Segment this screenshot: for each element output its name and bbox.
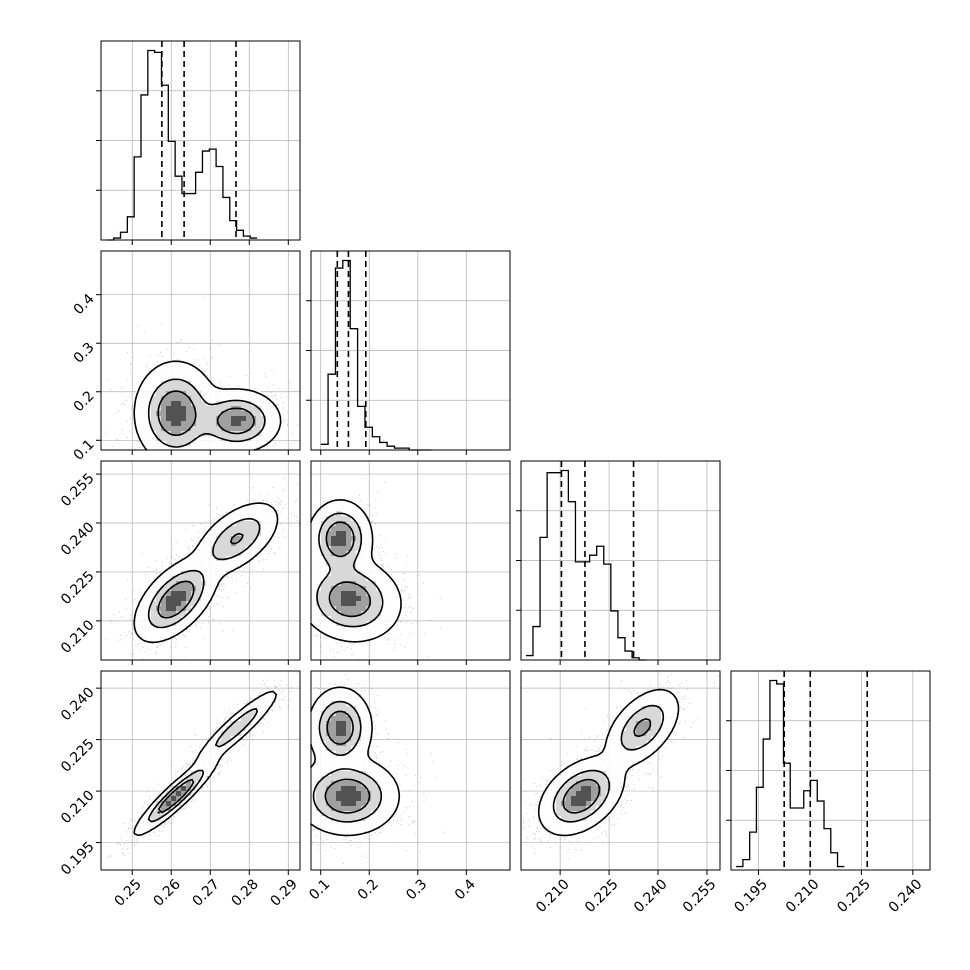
x-tick-label: 0.3 bbox=[403, 876, 430, 903]
y-tick-label: 0.210 bbox=[58, 617, 98, 657]
x-tick-label: 0.210 bbox=[783, 876, 823, 916]
x-tick-label: 0.26 bbox=[150, 876, 183, 909]
y-tick-label: 0.240 bbox=[58, 684, 98, 724]
panel-3-2 bbox=[521, 671, 720, 875]
panel-2-1 bbox=[311, 461, 510, 665]
x-tick-label: 0.27 bbox=[190, 876, 223, 909]
y-tick-label: 0.210 bbox=[58, 787, 98, 827]
x-tick-label: 0.29 bbox=[268, 876, 301, 909]
panel-3-0 bbox=[96, 671, 300, 875]
x-tick-label: 0.4 bbox=[452, 876, 479, 903]
x-tick-label: 0.225 bbox=[582, 876, 622, 916]
y-tick-label: 0.225 bbox=[58, 568, 98, 608]
x-tick-label: 0.28 bbox=[229, 876, 262, 909]
x-tick-label: 0.240 bbox=[631, 876, 671, 916]
y-tick-label: 0.255 bbox=[58, 470, 98, 510]
x-tick-label: 0.195 bbox=[731, 876, 771, 916]
x-tick-label: 0.25 bbox=[111, 876, 144, 909]
x-tick-label: 0.255 bbox=[680, 876, 720, 916]
panel-3-3 bbox=[726, 671, 930, 875]
x-tick-label: 0.240 bbox=[886, 876, 926, 916]
y-tick-label: 0.240 bbox=[58, 519, 98, 559]
panel-0-0 bbox=[96, 41, 300, 245]
panel-1-1 bbox=[306, 251, 510, 455]
y-tick-label: 0.195 bbox=[58, 839, 98, 879]
y-tick-label: 0.2 bbox=[71, 388, 98, 415]
x-tick-label: 0.225 bbox=[834, 876, 874, 916]
x-tick-label: 0.210 bbox=[533, 876, 573, 916]
panel-2-2 bbox=[516, 461, 720, 665]
x-tick-label: 0.1 bbox=[306, 876, 333, 903]
y-tick-label: 0.3 bbox=[71, 340, 98, 367]
y-tick-label: 0.225 bbox=[58, 736, 98, 776]
x-tick-label: 0.2 bbox=[355, 876, 382, 903]
panel-1-0 bbox=[96, 251, 300, 455]
panel-3-1 bbox=[311, 671, 510, 875]
y-tick-label: 0.4 bbox=[71, 291, 98, 318]
y-tick-label: 0.1 bbox=[71, 437, 98, 464]
panel-2-0 bbox=[96, 461, 300, 665]
